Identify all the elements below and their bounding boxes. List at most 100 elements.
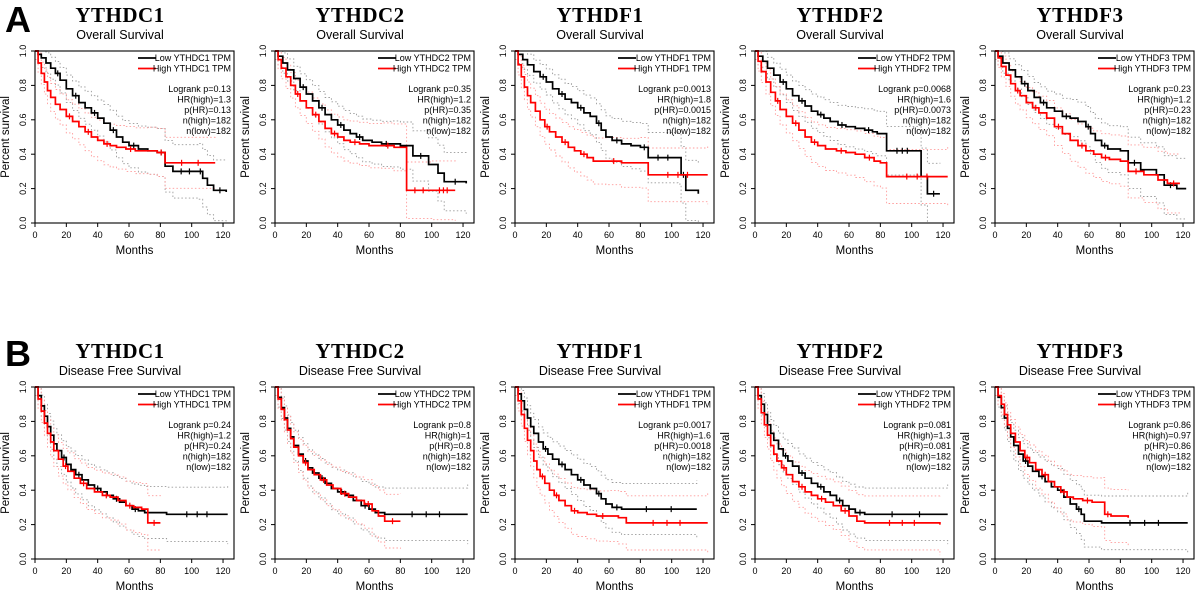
- x-tick-label: 60: [844, 230, 854, 240]
- km-curve-low: [515, 50, 700, 194]
- x-tick-label: 60: [364, 230, 374, 240]
- stat-line: n(high)=182: [183, 452, 231, 462]
- km-chart-ythdf2-dfs: 0.0 0.2 0.4 0.6 0.8 1.0 0 20 40 60 80 100 120 Months P…: [720, 381, 955, 593]
- x-tick-label: 40: [813, 566, 823, 576]
- legend-label: Low YTHDC1 TPM: [155, 53, 231, 63]
- y-tick-label: 1.0: [978, 45, 988, 57]
- y-tick-label: 0.2: [258, 182, 268, 195]
- km-curve-low: [35, 50, 228, 192]
- panel-title: YTHDF1: [556, 3, 644, 27]
- stat-line: HR(high)=1.3: [897, 431, 951, 441]
- x-tick-label: 100: [664, 566, 679, 576]
- y-axis-label: Percent survival: [240, 96, 252, 178]
- stat-line: Logrank p=0.24: [168, 420, 231, 430]
- km-chart-ythdf1-os: 0.0 0.2 0.4 0.6 0.8 1.0 0 20 40 60 80 100 120 Months P…: [480, 45, 715, 257]
- y-tick-label: 0.0: [738, 553, 748, 566]
- ci-band: [755, 59, 940, 224]
- y-tick-label: 0.6: [18, 114, 28, 127]
- x-tick-label: 0: [272, 566, 277, 576]
- plot-box: [754, 50, 955, 224]
- x-tick-label: 20: [1021, 566, 1031, 576]
- legend-label: High YTHDF1 TPM: [634, 400, 711, 410]
- x-tick-label: 0: [512, 230, 517, 240]
- legend-label: High YTHDF3 TPM: [1114, 64, 1191, 74]
- panel-title: YTHDC2: [315, 3, 405, 27]
- stat-line: HR(high)=1.3: [177, 95, 231, 105]
- x-axis-label: Months: [596, 581, 634, 593]
- y-tick-label: 0.2: [498, 182, 508, 195]
- y-tick-label: 1.0: [738, 45, 748, 57]
- row-a-panels: YTHDC1 Overall Survival 0.0 0.2 0.4 0.6 0.8 1.0…: [0, 2, 1200, 257]
- y-tick-label: 0.2: [738, 518, 748, 531]
- km-curve-low: [755, 386, 948, 516]
- stat-line: HR(high)=1.2: [1137, 95, 1191, 105]
- stat-line: p(HR)=0.0073: [894, 105, 951, 115]
- y-tick-label: 0.8: [18, 415, 28, 428]
- stat-line: Logrank p=0.86: [1128, 420, 1191, 430]
- x-tick-label: 20: [541, 230, 551, 240]
- stat-line: n(high)=182: [903, 452, 951, 462]
- x-tick-label: 40: [93, 566, 103, 576]
- y-tick-label: 0.6: [738, 114, 748, 127]
- ci-band: [515, 386, 698, 485]
- stat-line: HR(high)=0.97: [1132, 431, 1191, 441]
- y-tick-label: 0.2: [498, 518, 508, 531]
- y-tick-label: 0.8: [258, 415, 268, 428]
- panel-title: YTHDF1: [556, 339, 644, 363]
- stat-line: n(low)=182: [666, 462, 711, 472]
- legend-label: Low YTHDF1 TPM: [636, 389, 711, 399]
- stat-line: n(low)=182: [906, 126, 951, 136]
- legend-label: High YTHDF2 TPM: [874, 64, 951, 74]
- km-panel-ythdf2-dfs: YTHDF2 Disease Free Survival 0.0 0.2 0.4 0.6 0…: [720, 338, 960, 593]
- x-tick-label: 0: [32, 230, 37, 240]
- legend-label: High YTHDF3 TPM: [1114, 400, 1191, 410]
- x-tick-label: 40: [1053, 566, 1063, 576]
- row-b-panels: YTHDC1 Disease Free Survival 0.0 0.2 0.4 0.6 0…: [0, 338, 1200, 593]
- panel-subtitle: Overall Survival: [316, 28, 404, 42]
- x-tick-label: 120: [216, 566, 231, 576]
- x-tick-label: 0: [512, 566, 517, 576]
- panel-title: YTHDF3: [1036, 339, 1124, 363]
- y-tick-label: 0.0: [498, 553, 508, 566]
- legend-label: High YTHDC1 TPM: [153, 64, 231, 74]
- y-tick-label: 0.6: [258, 114, 268, 127]
- y-tick-label: 0.2: [18, 518, 28, 531]
- y-tick-label: 0.8: [738, 79, 748, 92]
- ci-band: [995, 395, 1189, 554]
- x-tick-label: 60: [604, 230, 614, 240]
- x-tick-label: 20: [781, 566, 791, 576]
- x-tick-label: 40: [1053, 230, 1063, 240]
- km-curve-high: [755, 386, 941, 525]
- stat-line: Logrank p=0.8: [413, 420, 471, 430]
- y-tick-label: 0.4: [258, 148, 268, 161]
- y-axis-label: Percent survival: [960, 96, 972, 178]
- panel-title: YTHDF3: [1036, 3, 1124, 27]
- x-tick-label: 120: [936, 566, 951, 576]
- y-tick-label: 0.2: [258, 518, 268, 531]
- x-tick-label: 0: [32, 566, 37, 576]
- km-curve-low: [515, 386, 697, 510]
- km-chart-ythdf3-dfs: 0.0 0.2 0.4 0.6 0.8 1.0 0 20 40 60 80 100 120 Months P…: [960, 381, 1195, 593]
- y-tick-label: 0.4: [18, 484, 28, 497]
- x-tick-label: 60: [124, 230, 134, 240]
- x-axis-label: Months: [1076, 245, 1114, 257]
- plot-box: [994, 50, 1195, 224]
- x-tick-label: 20: [1021, 230, 1031, 240]
- ci-band: [755, 395, 949, 545]
- km-panel-ythdc2-dfs: YTHDC2 Disease Free Survival 0.0 0.2 0.4 0.6 0…: [240, 338, 480, 593]
- x-tick-label: 20: [61, 566, 71, 576]
- panel-title: YTHDC1: [75, 3, 165, 27]
- ci-band: [35, 59, 216, 191]
- plot-box: [514, 50, 715, 224]
- y-tick-label: 0.4: [978, 148, 988, 161]
- y-tick-label: 1.0: [498, 381, 508, 393]
- km-chart-ythdc1-dfs: 0.0 0.2 0.4 0.6 0.8 1.0 0 20 40 60 80 100 120 Months P…: [0, 381, 235, 593]
- legend-label: Low YTHDF1 TPM: [636, 53, 711, 63]
- stat-line: n(low)=182: [186, 462, 231, 472]
- panel-subtitle: Disease Free Survival: [298, 364, 422, 378]
- legend-label: Low YTHDC1 TPM: [155, 389, 231, 399]
- legend-label: Low YTHDF3 TPM: [1116, 389, 1191, 399]
- ci-band: [35, 386, 161, 497]
- km-curve-high: [995, 50, 1180, 185]
